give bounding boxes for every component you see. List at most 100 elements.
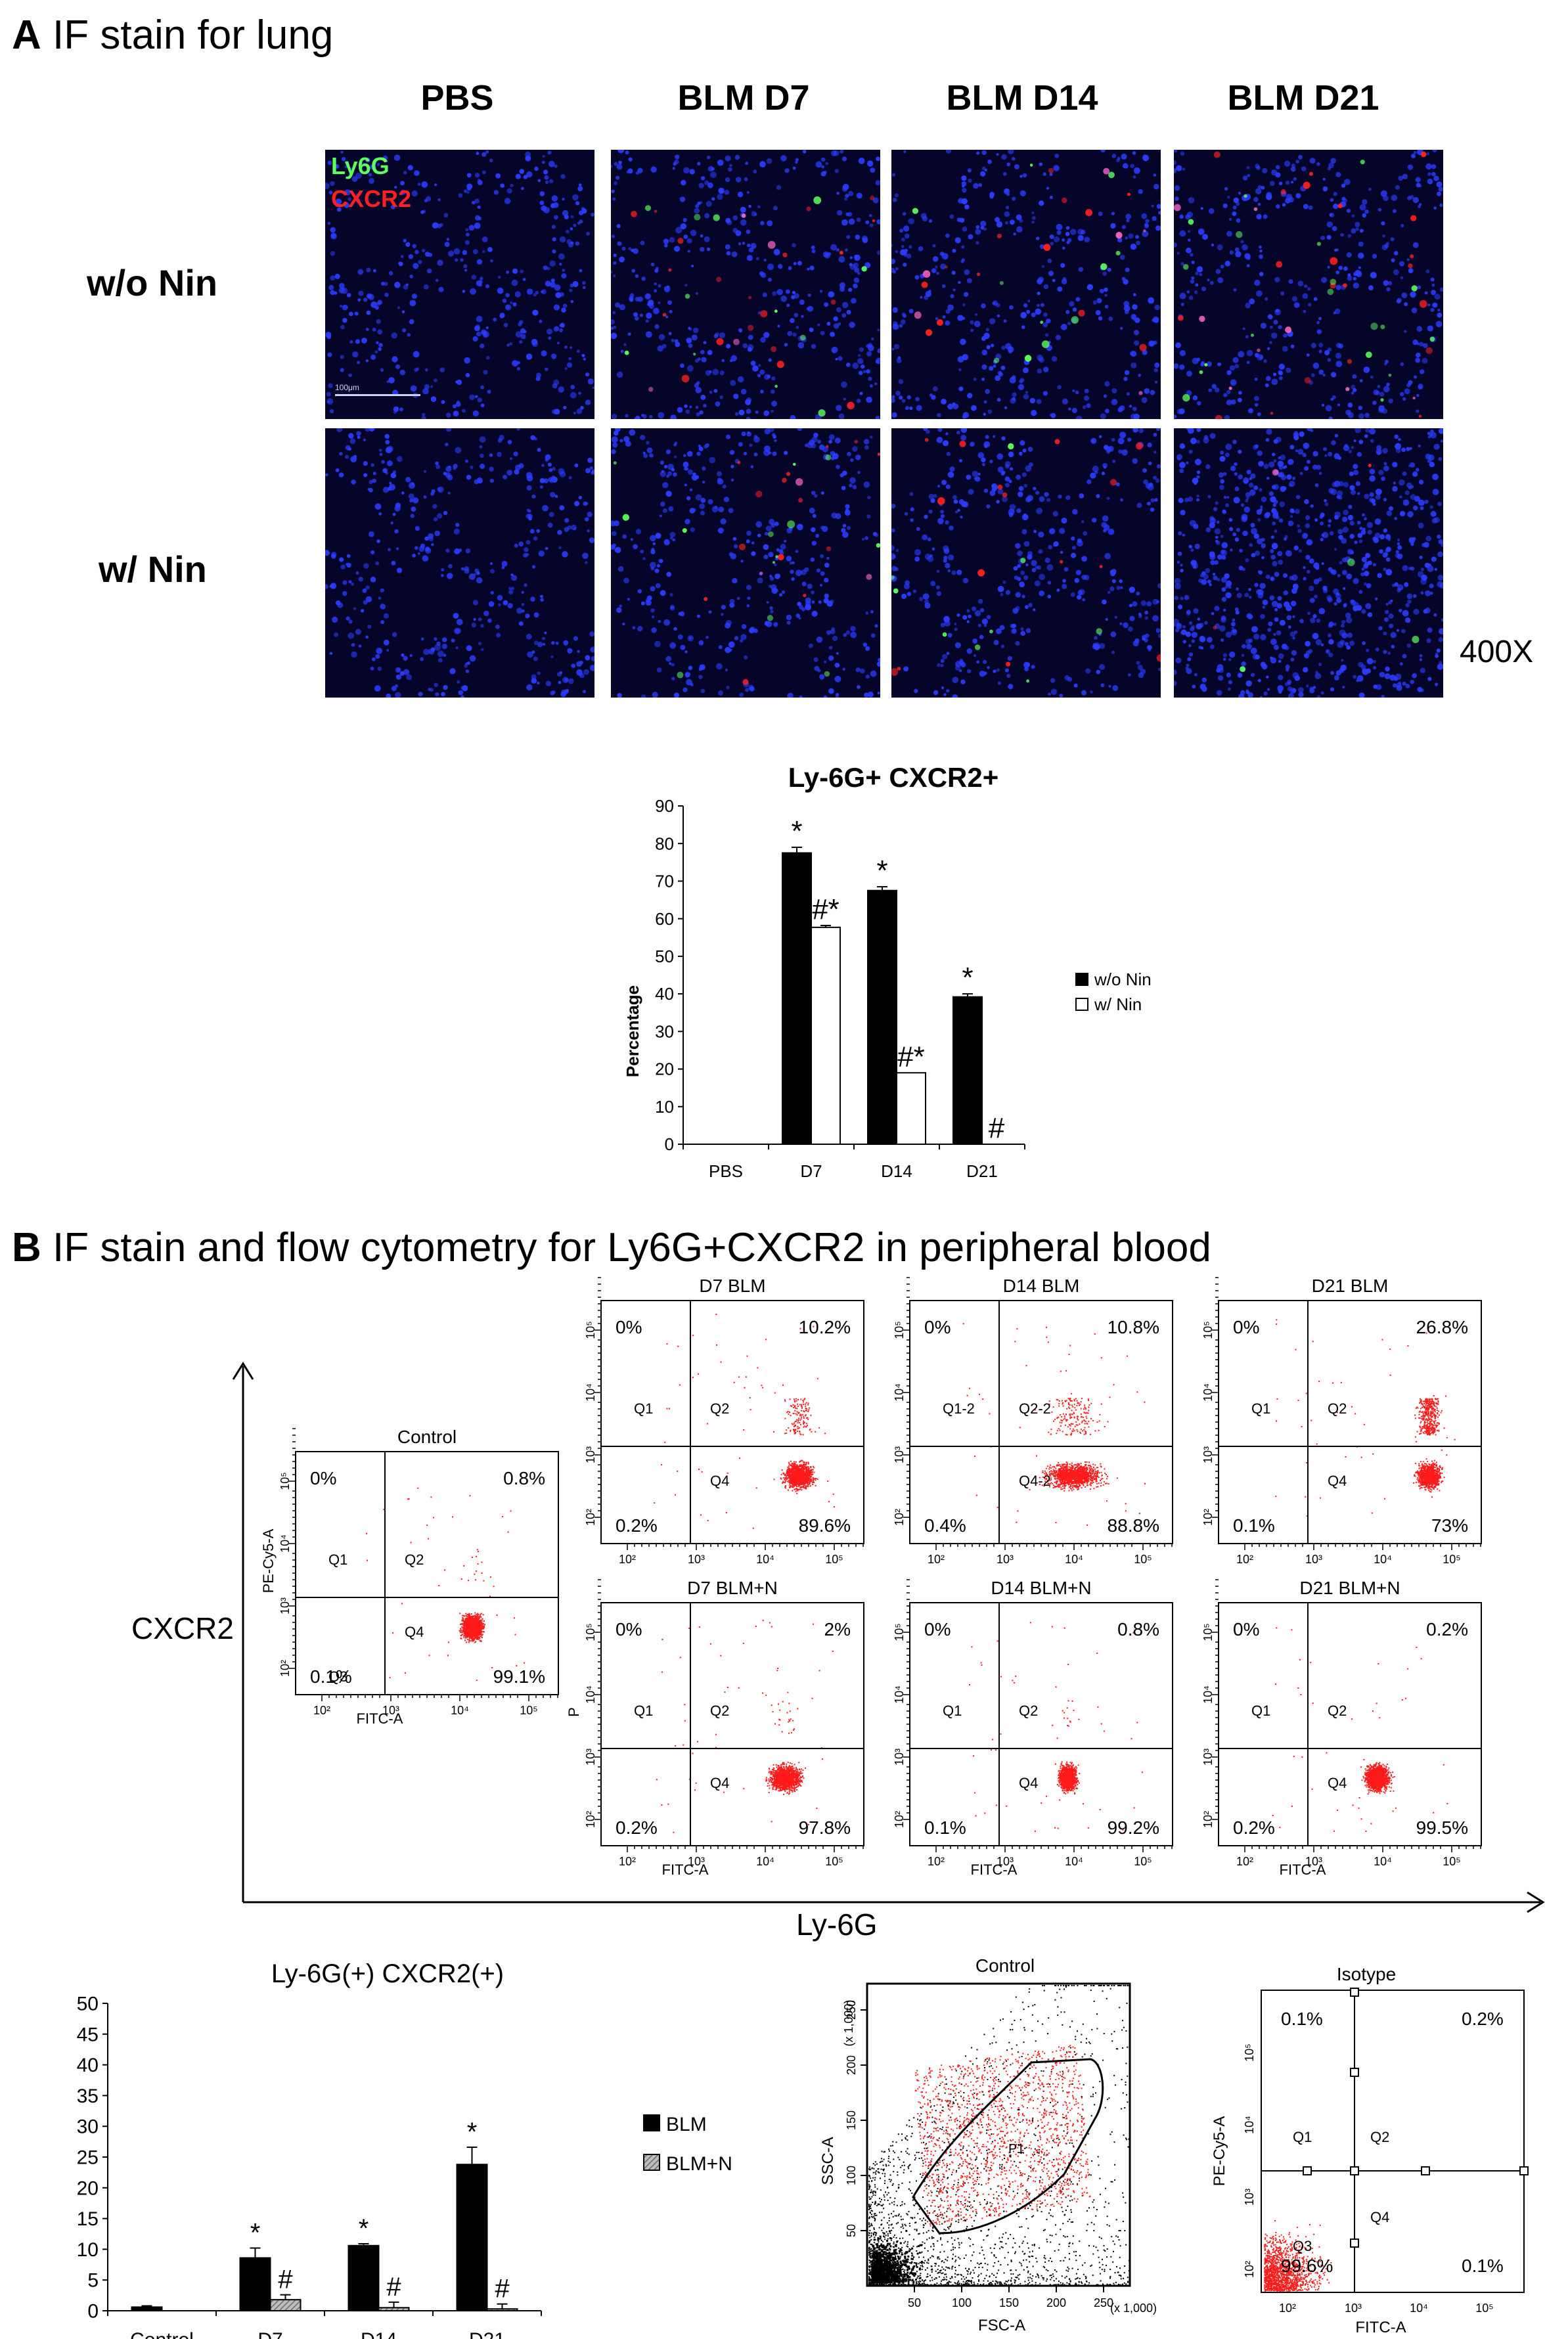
q4-label: Q4 [405, 1624, 424, 1640]
event-dots [654, 1314, 835, 1529]
p1-gate [912, 2058, 1104, 2235]
y-decade-label: 10² [1201, 1811, 1215, 1828]
isotype-q4-percent: 0.1% [1462, 2256, 1504, 2276]
y-decade-label: 10⁵ [1201, 1321, 1215, 1339]
chart-title: Ly-6G+ CXCR2+ [788, 762, 999, 793]
q4-label: Q4 [710, 1473, 729, 1489]
x-decade-label: 10³ [1305, 1855, 1322, 1868]
x-decade-label: 10² [313, 1704, 330, 1717]
significance-mark: #* [897, 1040, 925, 1073]
significance-mark: # [495, 2275, 510, 2304]
significance-mark: * [467, 2118, 478, 2147]
column-header-blm-d7: BLM D7 [612, 78, 875, 118]
x-decade-label: 10³ [688, 1553, 705, 1566]
bar-w-o-nin-d14 [867, 889, 897, 1145]
control-gating-plot: Control P1 50 100 150 200 25050100150200250 … [819, 1955, 1157, 2334]
y-tick-label: 5 [87, 2270, 99, 2292]
scale-bar [335, 394, 420, 396]
flow-plot-title: Control [397, 1427, 457, 1447]
q4-label: Q4 [1019, 1775, 1038, 1791]
y-decade-label: 10⁵ [279, 1472, 292, 1490]
micrograph-d7-with-nin [611, 428, 880, 698]
q2-label: Q2-2 [1019, 1400, 1051, 1417]
flow-xlabel: FITC-A [357, 1710, 403, 1724]
gating-plot-title: Control [975, 1955, 1035, 1976]
fsc-tick-label: 50 [908, 2296, 921, 2309]
q3-percent: 0.1% [924, 1817, 966, 1838]
y-tick-label: 35 [77, 2085, 99, 2107]
isotype-q2-label: Q2 [1370, 2129, 1389, 2145]
gating-axis-ticks: 50 100 150 200 250 50 100 150 200 250 [845, 2000, 1113, 2309]
significance-mark: * [876, 855, 887, 887]
significance-mark: * [359, 2214, 369, 2243]
q3-percent: 0.2% [616, 1817, 658, 1838]
flow-plot-title: D21 BLM+N [1299, 1578, 1400, 1598]
row-header-without-nin: w/o Nin [87, 261, 217, 304]
flow-plot-control: Control 10² 10² 10³ 10³ 10⁴ 10⁴ 10⁵ 10⁵ FITC-A PE-… [260, 1427, 559, 1724]
q1-percent: 0% [310, 1468, 336, 1488]
isotype-x-decade: 10⁵ [1475, 2302, 1493, 2315]
q1-label: Q1 [1251, 1703, 1270, 1719]
legend-label: w/o Nin [1094, 969, 1152, 989]
y-tick-label: 90 [655, 796, 674, 816]
x-decade-label: 10³ [997, 1553, 1014, 1566]
q4-label: Q4 [1328, 1473, 1347, 1489]
legend-label: BLM+N [666, 2153, 732, 2175]
y-decade-label: 10⁵ [893, 1321, 906, 1339]
panel-a-letter: A [12, 12, 41, 58]
panel-a-title: A IF stain for lung [12, 12, 333, 58]
q2-percent: 0.2% [1426, 1619, 1468, 1639]
column-header-blm-d14: BLM D14 [891, 78, 1154, 118]
significance-mark: * [962, 962, 973, 994]
fsc-axis-label: FSC-A [978, 2317, 1025, 2334]
q4-percent: 97.8% [799, 1817, 851, 1838]
y-tick-label: 20 [655, 1059, 674, 1079]
flow-plot-d7-blm: D7 BLM 10² 10² 10³ 10³ 10⁴ 10⁴ 10⁵ 10⁵ 0% 10.2% 0.2… [584, 1276, 864, 1566]
q4-label: Q4 [1328, 1775, 1347, 1791]
bar-blm-n-d14 [378, 2307, 410, 2312]
ly6g-axis-arrow [1527, 1891, 1545, 1913]
q1-label: Q1 [943, 1703, 962, 1719]
ly6g-stain-label: Ly6G [331, 152, 390, 180]
bar-chart-blood: Ly-6G(+) CXCR2(+) 0 5 10 15 20 25 30 35 40 45 50 Co… [77, 1959, 732, 2339]
isotype-xlabel: FITC-A [1355, 2319, 1406, 2336]
y-tick-label: 40 [655, 984, 674, 1004]
q2-percent: 26.8% [1416, 1317, 1468, 1337]
micrograph-pbs-without-nin [325, 150, 594, 419]
isotype-q4-label: Q4 [1370, 2209, 1389, 2225]
isotype-q3-percent: 99.6% [1281, 2256, 1333, 2276]
isotype-x-decade: 10² [1279, 2302, 1296, 2315]
flow-plot-title: D7 BLM+N [687, 1578, 778, 1598]
y-decade-label: 10⁴ [893, 1685, 906, 1704]
panel-a-title-text: IF stain for lung [53, 12, 333, 58]
y-decade-label: 10⁵ [584, 1623, 597, 1641]
bar-blm-d21 [456, 2164, 488, 2311]
fsc-tick-label: 100 [952, 2296, 972, 2309]
x-tick-label: D14 [361, 2329, 397, 2339]
q2-percent: 2% [824, 1619, 851, 1639]
bar-w-o-nin-d7 [782, 852, 812, 1145]
cxcr2-stain-label: CXCR2 [331, 185, 411, 213]
legend-swatch [643, 2154, 660, 2171]
column-header-blm-d21: BLM D21 [1172, 78, 1435, 118]
chart-plot-area: 0 5 10 15 20 25 30 35 40 45 50 Control D7 D14 D21 * # * # *… [77, 1994, 732, 2339]
isotype-gate-handles [1303, 1988, 1529, 2248]
q4-percent: 73% [1431, 1515, 1468, 1536]
q1-percent: 0% [924, 1317, 951, 1337]
q4-percent: 89.6% [799, 1515, 851, 1536]
fsc-tick-label: 200 [1046, 2296, 1066, 2309]
bar-blm-d14 [347, 2244, 380, 2311]
column-header-pbs: PBS [326, 78, 589, 118]
bar-chart-lung: Ly-6G+ CXCR2+ Percentage 0 10 20 30 40 50 60 70… [623, 762, 1152, 1181]
x-tick-label: Control [130, 2329, 194, 2339]
isotype-q3-label: Q3 [1293, 2238, 1312, 2254]
y-tick-label: 15 [77, 2208, 99, 2230]
x-decade-label: 10² [928, 1855, 945, 1868]
gating-plot-frame [866, 1982, 1131, 2287]
y-decade-label: 10³ [1201, 1749, 1215, 1766]
x-decade-label: 10⁵ [825, 1553, 843, 1566]
x-decade-label: 10⁴ [756, 1553, 774, 1566]
significance-mark: # [386, 2273, 401, 2302]
q1-percent: 0% [1233, 1619, 1259, 1639]
y-decade-label: 10⁴ [893, 1383, 906, 1402]
